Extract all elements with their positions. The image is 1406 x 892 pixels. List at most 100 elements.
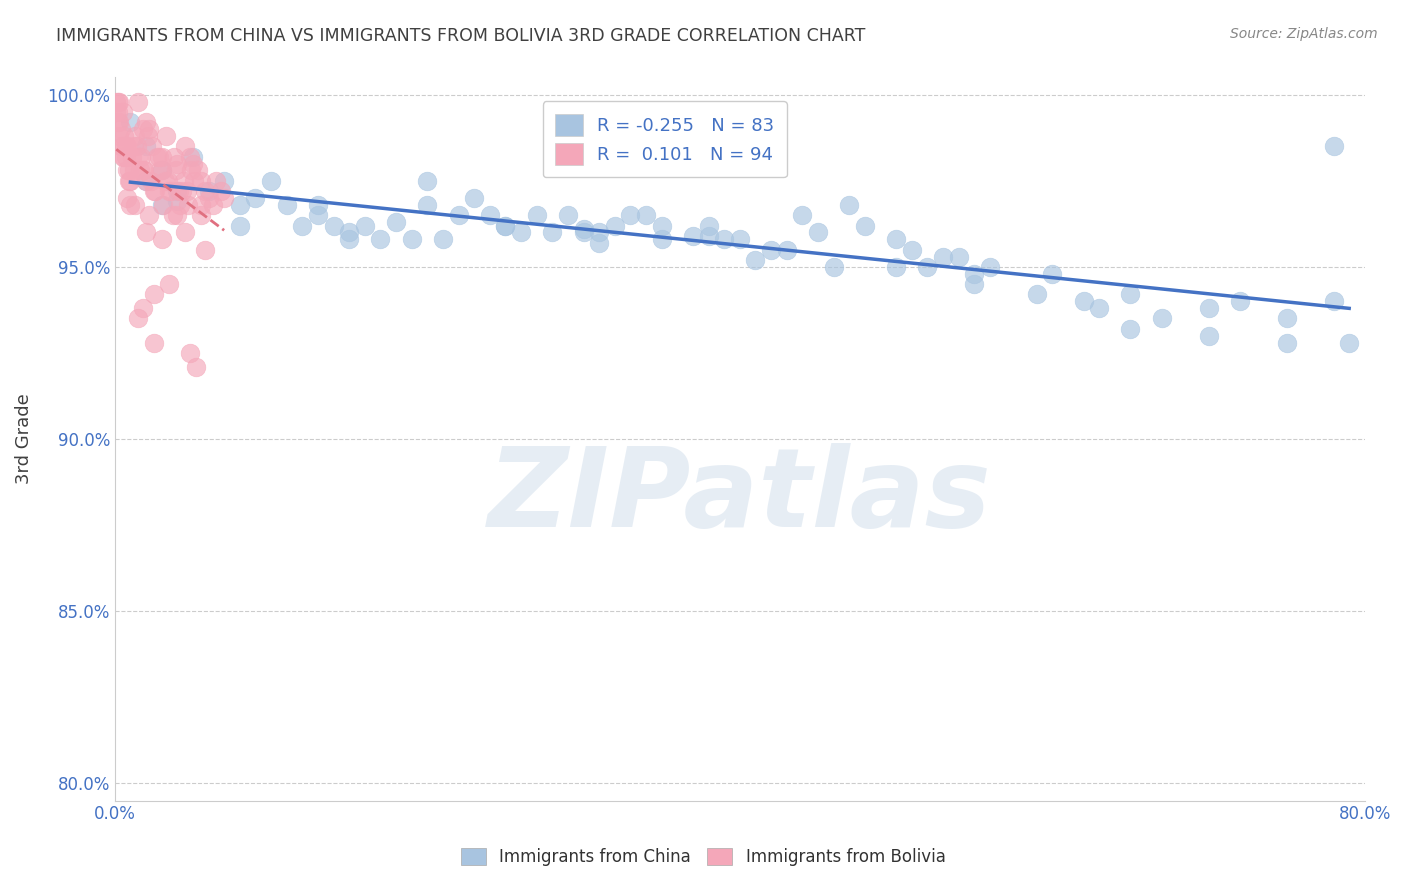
Point: [169, 198, 191, 212]
Point: [187, 163, 209, 178]
Point: [170, 184, 193, 198]
Point: [322, 219, 344, 233]
Point: [205, 174, 228, 188]
Point: [307, 208, 329, 222]
Point: [114, 150, 136, 164]
Point: [174, 139, 197, 153]
Point: [337, 226, 360, 240]
Point: [197, 191, 219, 205]
Text: ZIPatlas: ZIPatlas: [488, 443, 991, 550]
Point: [900, 243, 922, 257]
Point: [107, 95, 129, 109]
Point: [107, 115, 129, 129]
Point: [197, 184, 219, 198]
Point: [163, 150, 186, 164]
Point: [120, 115, 142, 129]
Point: [127, 311, 149, 326]
Point: [117, 191, 139, 205]
Point: [131, 150, 153, 164]
Point: [932, 250, 955, 264]
Point: [494, 219, 516, 233]
Point: [127, 150, 149, 164]
Point: [117, 139, 139, 153]
Point: [120, 174, 142, 188]
Point: [114, 139, 136, 153]
Point: [150, 150, 173, 164]
Point: [118, 174, 141, 188]
Point: [1119, 322, 1142, 336]
Point: [209, 184, 232, 198]
Point: [162, 208, 184, 222]
Point: [807, 226, 830, 240]
Point: [135, 174, 157, 188]
Point: [105, 104, 128, 119]
Point: [229, 198, 252, 212]
Point: [184, 359, 207, 374]
Point: [152, 198, 174, 212]
Point: [260, 174, 283, 188]
Point: [713, 232, 735, 246]
Point: [963, 267, 986, 281]
Point: [1073, 294, 1095, 309]
Point: [135, 226, 157, 240]
Point: [572, 222, 595, 236]
Point: [728, 232, 751, 246]
Point: [174, 226, 197, 240]
Point: [124, 128, 146, 143]
Point: [122, 163, 145, 178]
Point: [526, 208, 548, 222]
Legend: R = -0.255   N = 83, R =  0.101   N = 94: R = -0.255 N = 83, R = 0.101 N = 94: [543, 101, 787, 178]
Point: [111, 139, 134, 153]
Point: [177, 198, 200, 212]
Point: [179, 150, 201, 164]
Point: [112, 128, 135, 143]
Point: [159, 277, 181, 291]
Point: [180, 163, 202, 178]
Point: [112, 150, 135, 164]
Point: [1198, 301, 1220, 315]
Point: [447, 208, 470, 222]
Point: [744, 252, 766, 267]
Point: [150, 163, 173, 178]
Point: [1150, 311, 1173, 326]
Text: IMMIGRANTS FROM CHINA VS IMMIGRANTS FROM BOLIVIA 3RD GRADE CORRELATION CHART: IMMIGRANTS FROM CHINA VS IMMIGRANTS FROM…: [56, 27, 866, 45]
Point: [1119, 287, 1142, 301]
Point: [156, 174, 179, 188]
Point: [194, 243, 217, 257]
Point: [212, 174, 235, 188]
Point: [142, 335, 165, 350]
Point: [166, 184, 188, 198]
Point: [212, 191, 235, 205]
Point: [111, 104, 134, 119]
Point: [979, 260, 1001, 274]
Point: [121, 150, 143, 164]
Point: [105, 95, 128, 109]
Point: [651, 219, 673, 233]
Point: [166, 194, 188, 209]
Point: [776, 243, 799, 257]
Point: [153, 174, 176, 188]
Point: [107, 104, 129, 119]
Point: [494, 219, 516, 233]
Point: [1275, 311, 1298, 326]
Point: [276, 198, 298, 212]
Point: [541, 226, 564, 240]
Point: [135, 139, 157, 153]
Point: [510, 226, 533, 240]
Point: [759, 243, 782, 257]
Point: [150, 163, 173, 178]
Point: [183, 174, 205, 188]
Point: [139, 174, 162, 188]
Point: [838, 198, 860, 212]
Point: [432, 232, 454, 246]
Point: [682, 228, 704, 243]
Point: [145, 184, 167, 198]
Point: [176, 184, 198, 198]
Point: [150, 232, 173, 246]
Point: [245, 191, 267, 205]
Point: [917, 260, 939, 274]
Point: [291, 219, 314, 233]
Point: [120, 198, 142, 212]
Point: [138, 122, 160, 136]
Point: [135, 115, 157, 129]
